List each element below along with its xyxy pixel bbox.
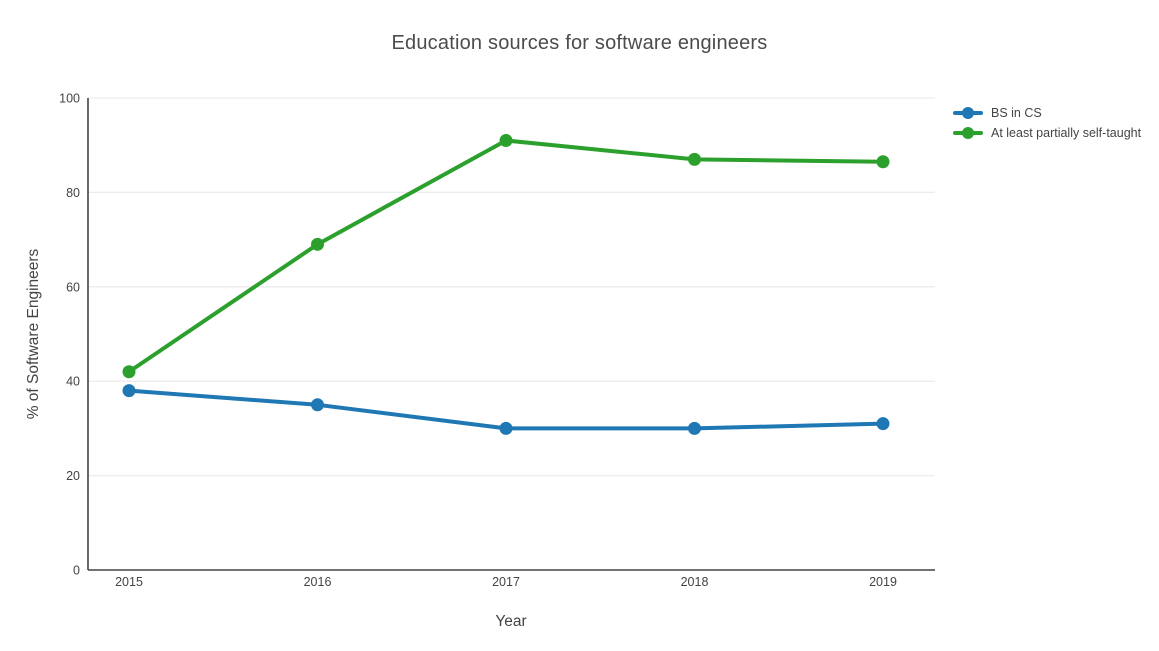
x-tick-label-2019: 2019	[869, 575, 897, 589]
x-axis-title: Year	[495, 613, 527, 630]
y-tick-label-20: 20	[66, 469, 80, 483]
y-tick-label-100: 100	[59, 92, 80, 106]
data-point-at-least-partially-self-taught-2018[interactable]	[688, 152, 701, 166]
legend-line-marker-icon	[953, 107, 983, 119]
data-point-bs-in-cs-2015[interactable]	[122, 384, 136, 398]
data-point-bs-in-cs-2017[interactable]	[499, 421, 513, 435]
series-line-at-least-partially-self-taught[interactable]	[127, 138, 885, 374]
legend-label: At least partially self-taught	[991, 126, 1142, 140]
x-tick-label-2015: 2015	[115, 575, 143, 589]
x-tick-label-2016: 2016	[304, 575, 332, 589]
y-tick-label-40: 40	[66, 375, 80, 389]
legend-line-marker-icon	[953, 127, 983, 139]
data-point-bs-in-cs-2018[interactable]	[688, 421, 701, 435]
legend: BS in CS At least partially self-taught	[953, 103, 1141, 143]
y-tick-label-60: 60	[66, 280, 80, 294]
data-point-bs-in-cs-2016[interactable]	[311, 398, 324, 412]
data-point-at-least-partially-self-taught-2017[interactable]	[499, 133, 513, 147]
data-point-at-least-partially-self-taught-2016[interactable]	[311, 237, 324, 251]
chart-title: Education sources for software engineers	[391, 32, 768, 54]
y-tick-label-0: 0	[73, 564, 80, 578]
legend-item-bs-in-cs[interactable]: BS in CS	[953, 103, 1141, 123]
y-axis-title: % of Software Engineers	[25, 248, 42, 420]
x-tick-label-2017: 2017	[492, 575, 520, 589]
data-point-bs-in-cs-2019[interactable]	[876, 417, 890, 431]
x-tick-label-2018: 2018	[681, 575, 709, 589]
legend-label: BS in CS	[991, 106, 1042, 120]
data-point-at-least-partially-self-taught-2015[interactable]	[122, 365, 136, 379]
data-point-at-least-partially-self-taught-2019[interactable]	[876, 155, 890, 169]
y-tick-label-80: 80	[66, 186, 80, 200]
legend-item-self-taught[interactable]: At least partially self-taught	[953, 123, 1141, 143]
